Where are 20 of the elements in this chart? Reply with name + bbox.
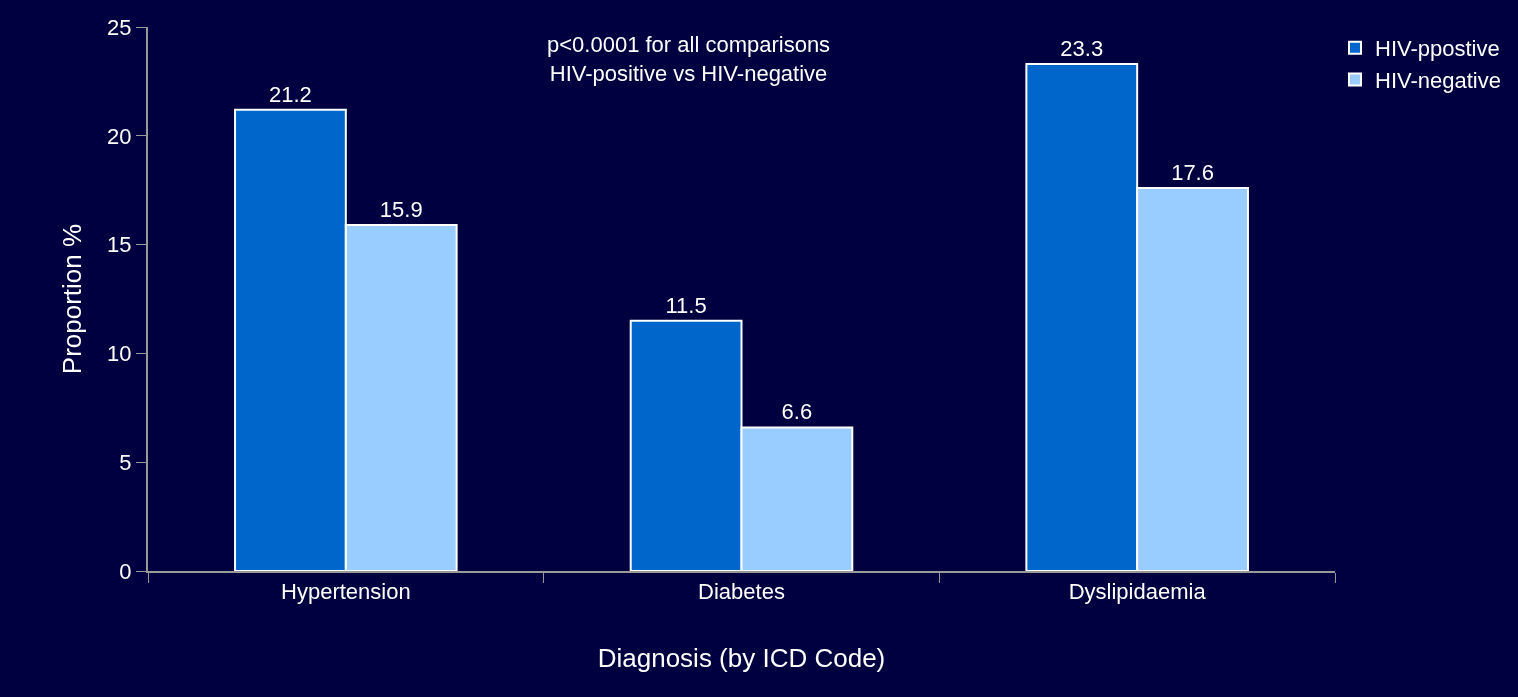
- x-tick-label: Hypertension: [281, 579, 411, 605]
- x-tick-label: Diabetes: [698, 579, 785, 605]
- annotation: p<0.0001 for all comparisons HIV-positive vs HIV-negative: [547, 32, 831, 86]
- data-label: 17.6: [1171, 160, 1214, 186]
- y-tick-label: 0: [119, 558, 132, 584]
- y-tick-label: 10: [107, 341, 132, 367]
- x-axis-title: Diagnosis (by ICD Code): [597, 642, 886, 673]
- data-label: 15.9: [379, 197, 423, 223]
- data-label: 21.2: [269, 81, 312, 107]
- y-tick-label: 20: [107, 123, 132, 149]
- y-tick-label: 15: [107, 232, 132, 258]
- y-axis-title: Proportion %: [57, 223, 88, 375]
- legend-label: HIV-negative: [1375, 67, 1501, 93]
- x-tick-label: Dyslipidaemia: [1068, 579, 1207, 605]
- data-label: 11.5: [665, 292, 707, 318]
- y-tick-label: 25: [107, 14, 132, 40]
- data-label: 6.6: [781, 399, 813, 425]
- legend-label: HIV-ppostive: [1375, 36, 1500, 62]
- data-label: 23.3: [1060, 35, 1104, 61]
- y-tick-label: 5: [119, 449, 132, 475]
